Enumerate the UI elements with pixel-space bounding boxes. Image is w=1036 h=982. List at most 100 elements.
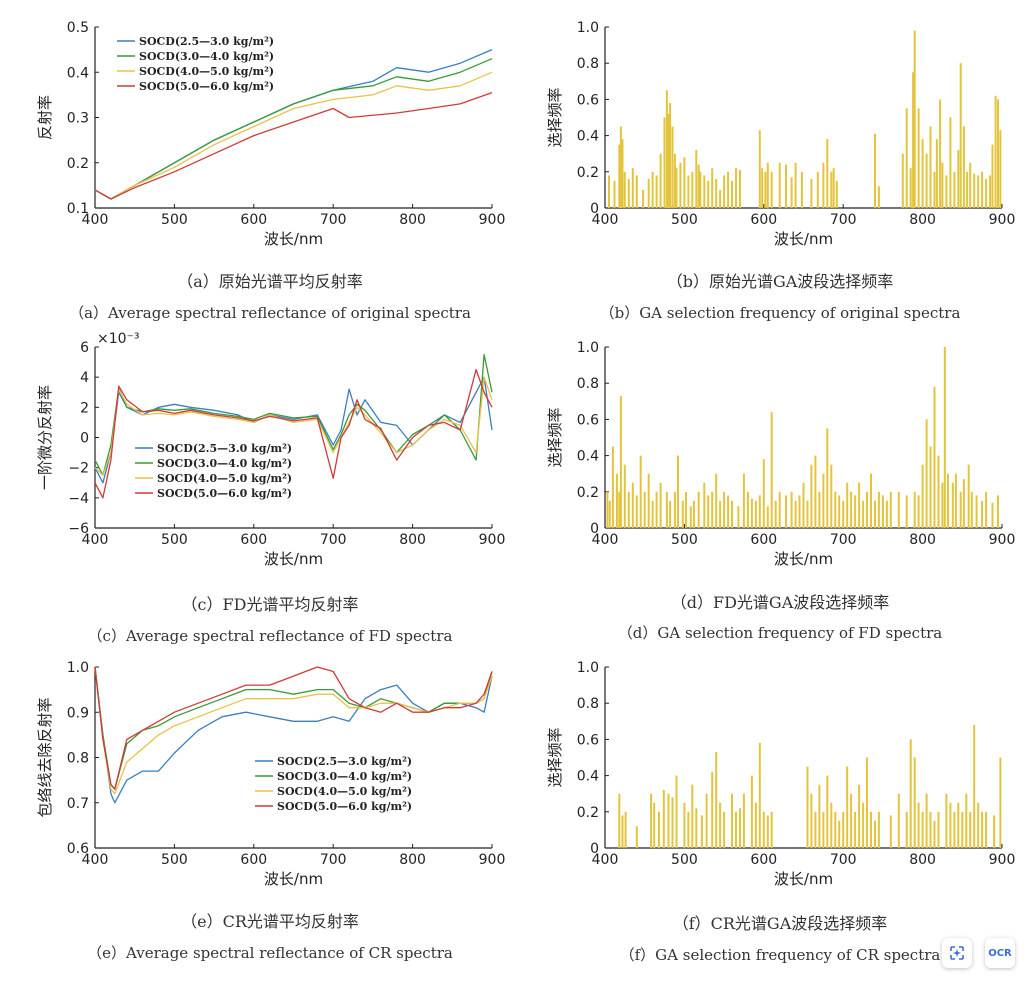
bar <box>981 500 984 528</box>
bar <box>921 139 924 208</box>
bar <box>800 171 803 208</box>
bar <box>695 808 698 848</box>
bar <box>618 491 621 528</box>
caption-d-en: （d）GA selection frequency of FD spectra <box>617 624 943 642</box>
bar <box>889 815 892 848</box>
bar <box>939 99 942 208</box>
bar <box>619 126 622 208</box>
bar <box>949 802 952 849</box>
bar <box>711 772 714 848</box>
bar <box>754 500 757 528</box>
bar <box>621 815 624 848</box>
bar <box>909 168 912 208</box>
y-tick-label: 0.6 <box>577 732 599 748</box>
bar <box>933 171 936 208</box>
bar <box>675 775 678 848</box>
bar <box>794 162 797 209</box>
bar <box>723 175 726 208</box>
bar <box>850 793 853 848</box>
bar <box>635 495 638 528</box>
x-tick-label: 500 <box>161 852 188 868</box>
x-tick-label: 500 <box>671 852 698 868</box>
bar <box>985 491 988 528</box>
caption-d-zh: （d）FD光谱GA波段选择频率 <box>670 593 890 612</box>
bar <box>699 171 702 208</box>
bar <box>742 473 745 528</box>
bar <box>937 455 940 528</box>
series-line-4 <box>94 666 493 790</box>
y-tick-label: 4 <box>80 370 89 386</box>
bar <box>969 162 972 209</box>
y-axis-label: 选择频率 <box>546 727 564 787</box>
bar <box>618 144 621 208</box>
bar <box>766 162 769 209</box>
y-tick-label: 0.4 <box>577 129 599 145</box>
bar <box>683 802 686 849</box>
bar <box>933 820 936 848</box>
y-tick-label: 6 <box>80 340 89 356</box>
bar <box>965 793 968 848</box>
chart-original-ga-frequency: 400 500 600 700 800 900 0 0.2 0.4 0.6 0.8 1.0 波长/nm 选… <box>546 20 1015 248</box>
bar <box>810 179 813 208</box>
y-tick-label: 0.2 <box>577 485 599 501</box>
chart-cr-reflectance: 400 500 600 700 800 900 0.6 0.7 0.8 0.9 1.0 波长/nm 包络… <box>36 660 505 888</box>
bar <box>943 347 946 528</box>
x-tick-label: 900 <box>479 532 506 548</box>
bar <box>665 491 668 528</box>
bar <box>977 175 980 208</box>
bar <box>901 153 904 208</box>
bar <box>711 491 714 528</box>
bar <box>961 811 964 848</box>
x-tick-label: 600 <box>750 532 777 548</box>
bar <box>912 72 915 209</box>
x-tick-label: 800 <box>399 212 426 228</box>
bar <box>830 171 833 208</box>
bar <box>905 811 908 848</box>
bar <box>675 168 678 208</box>
bar <box>822 162 825 209</box>
y-tick-label: 0.2 <box>577 165 599 181</box>
legend-entry: SOCD(3.0—4.0 kg/m²) <box>139 50 274 63</box>
caption-f-en: （f）GA selection frequency of CR spectra <box>619 946 941 964</box>
bar <box>651 500 654 528</box>
bar <box>742 793 745 848</box>
y-tick-label: 1.0 <box>67 660 89 676</box>
chart-cr-ga-frequency: 400 500 600 700 800 900 0 0.2 0.4 0.6 0.8 1.0 波长/nm 选… <box>546 660 1016 888</box>
bar <box>669 103 672 208</box>
bar <box>816 171 819 208</box>
chart-panel-c: 400 500 600 700 800 900 −6 −4 −2 0 2 4 6 波长/nm 一阶微分反射率… <box>30 331 510 580</box>
bar <box>697 491 700 528</box>
bar <box>832 168 835 208</box>
bar <box>715 473 718 528</box>
x-axis-label: 波长/nm <box>774 230 833 248</box>
bar <box>925 793 928 848</box>
bar <box>711 168 714 208</box>
bar <box>658 811 660 848</box>
bar <box>758 743 761 848</box>
bar <box>822 811 825 848</box>
bar <box>750 499 753 528</box>
legend-entry: SOCD(5.0—6.0 kg/m²) <box>157 487 292 500</box>
bar <box>671 126 674 208</box>
bar <box>647 473 650 528</box>
chart-fd-ga-frequency: 400 500 600 700 800 900 0 0.2 0.4 0.6 0.8 1.0 波长/nm 选… <box>546 340 1015 568</box>
bar <box>917 108 920 208</box>
bar <box>655 491 658 528</box>
bar <box>613 180 616 208</box>
bar <box>621 139 624 208</box>
x-tick-label: 800 <box>909 532 936 548</box>
bar <box>798 495 801 528</box>
bar <box>762 459 765 528</box>
bar <box>635 175 638 208</box>
bar <box>802 482 805 529</box>
ocr-icon[interactable]: OCR <box>985 938 1015 968</box>
bar <box>695 150 698 208</box>
ai-magic-icon[interactable] <box>942 938 972 968</box>
bar <box>683 157 686 208</box>
x-tick-label: 900 <box>989 852 1016 868</box>
y-tick-label: 0.9 <box>67 705 89 721</box>
y-tick-label: 1.0 <box>577 20 599 36</box>
x-tick-label: 400 <box>592 532 619 548</box>
x-axis-label: 波长/nm <box>264 870 323 888</box>
x-tick-label: 700 <box>830 852 857 868</box>
